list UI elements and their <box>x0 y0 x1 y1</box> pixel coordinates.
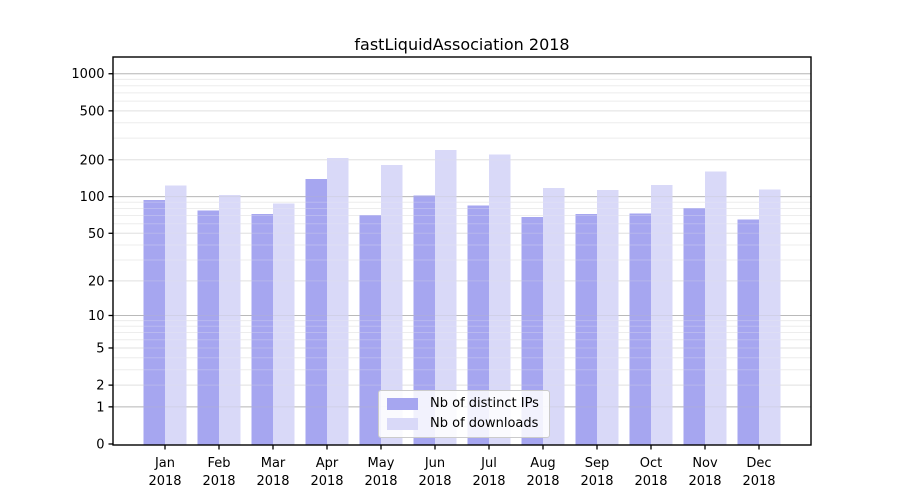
bar-distinct-ips-jun <box>413 195 435 445</box>
x-tick-label-month: Jul <box>480 456 497 471</box>
bar-downloads-dec <box>759 189 781 445</box>
bar-downloads-jun <box>435 150 457 446</box>
x-tick-label-month: Mar <box>261 456 286 471</box>
y-tick-label: 0 <box>96 438 104 453</box>
y-tick-label: 5 <box>96 341 104 356</box>
bar-downloads-sep <box>597 190 619 445</box>
x-tick-label-year: 2018 <box>310 474 343 489</box>
legend-label-downloads: Nb of downloads <box>430 416 539 431</box>
bar-downloads-nov <box>705 171 727 446</box>
bar-downloads-aug <box>543 187 565 445</box>
bar-distinct-ips-apr <box>305 179 327 446</box>
x-tick-label-month: Nov <box>692 456 718 471</box>
y-tick-label: 20 <box>88 274 105 289</box>
y-tick-label: 500 <box>80 104 105 119</box>
bar-distinct-ips-feb <box>197 210 219 445</box>
x-tick-label-month: Aug <box>530 456 555 471</box>
x-tick-label-month: Sep <box>585 456 610 471</box>
x-tick-label-year: 2018 <box>202 474 235 489</box>
x-tick-label-month: Jan <box>154 456 175 471</box>
y-tick-label: 1000 <box>71 67 104 82</box>
x-tick-label-month: Oct <box>640 456 662 471</box>
bar-downloads-oct <box>651 184 673 445</box>
x-tick-label-month: May <box>368 456 395 471</box>
bar-downloads-mar <box>273 203 295 445</box>
plot-border <box>112 56 812 446</box>
legend-swatch-distinct-ips-icon <box>387 398 418 410</box>
bar-distinct-ips-jan <box>143 199 165 445</box>
bar-distinct-ips-nov <box>683 207 705 445</box>
y-tick-label: 100 <box>80 190 105 205</box>
bar-distinct-ips-aug <box>521 217 543 445</box>
y-tick-label: 50 <box>88 227 105 242</box>
bar-downloads-jul <box>489 154 511 446</box>
x-tick-label-month: Feb <box>207 456 230 471</box>
x-tick-label-year: 2018 <box>580 474 613 489</box>
legend-item-distinct-ips: Nb of distinct IPs <box>387 396 539 412</box>
x-tick-label-year: 2018 <box>634 474 667 489</box>
y-tick-label: 10 <box>88 309 105 324</box>
legend: Nb of distinct IPs Nb of downloads <box>378 390 550 438</box>
bar-downloads-jan <box>165 185 187 446</box>
x-tick-label-year: 2018 <box>418 474 451 489</box>
bar-distinct-ips-oct <box>629 213 651 445</box>
bar-distinct-ips-may <box>359 214 381 445</box>
x-tick-label-month: Jun <box>424 456 445 471</box>
x-tick-label-month: Apr <box>316 456 339 471</box>
x-tick-label-year: 2018 <box>148 474 181 489</box>
bar-distinct-ips-dec <box>737 219 759 445</box>
x-tick-label-year: 2018 <box>688 474 721 489</box>
chart-title: fastLiquidAssociation 2018 <box>354 35 570 54</box>
x-tick-label-year: 2018 <box>526 474 559 489</box>
x-tick-label-year: 2018 <box>256 474 289 489</box>
bar-downloads-feb <box>219 195 241 445</box>
bar-downloads-apr <box>327 157 349 445</box>
legend-item-downloads: Nb of downloads <box>387 416 539 432</box>
x-tick-label-month: Dec <box>746 456 771 471</box>
legend-swatch-downloads-icon <box>387 418 418 430</box>
y-tick-label: 2 <box>96 379 104 394</box>
x-tick-label-year: 2018 <box>472 474 505 489</box>
x-tick-label-year: 2018 <box>742 474 775 489</box>
legend-label-distinct-ips: Nb of distinct IPs <box>430 396 539 411</box>
bar-distinct-ips-jul <box>467 205 489 445</box>
bar-distinct-ips-sep <box>575 214 597 445</box>
bar-downloads-may <box>381 165 403 446</box>
bar-distinct-ips-mar <box>251 214 273 445</box>
y-tick-label: 200 <box>80 153 105 168</box>
y-tick-label: 1 <box>96 400 104 415</box>
x-tick-label-year: 2018 <box>364 474 397 489</box>
